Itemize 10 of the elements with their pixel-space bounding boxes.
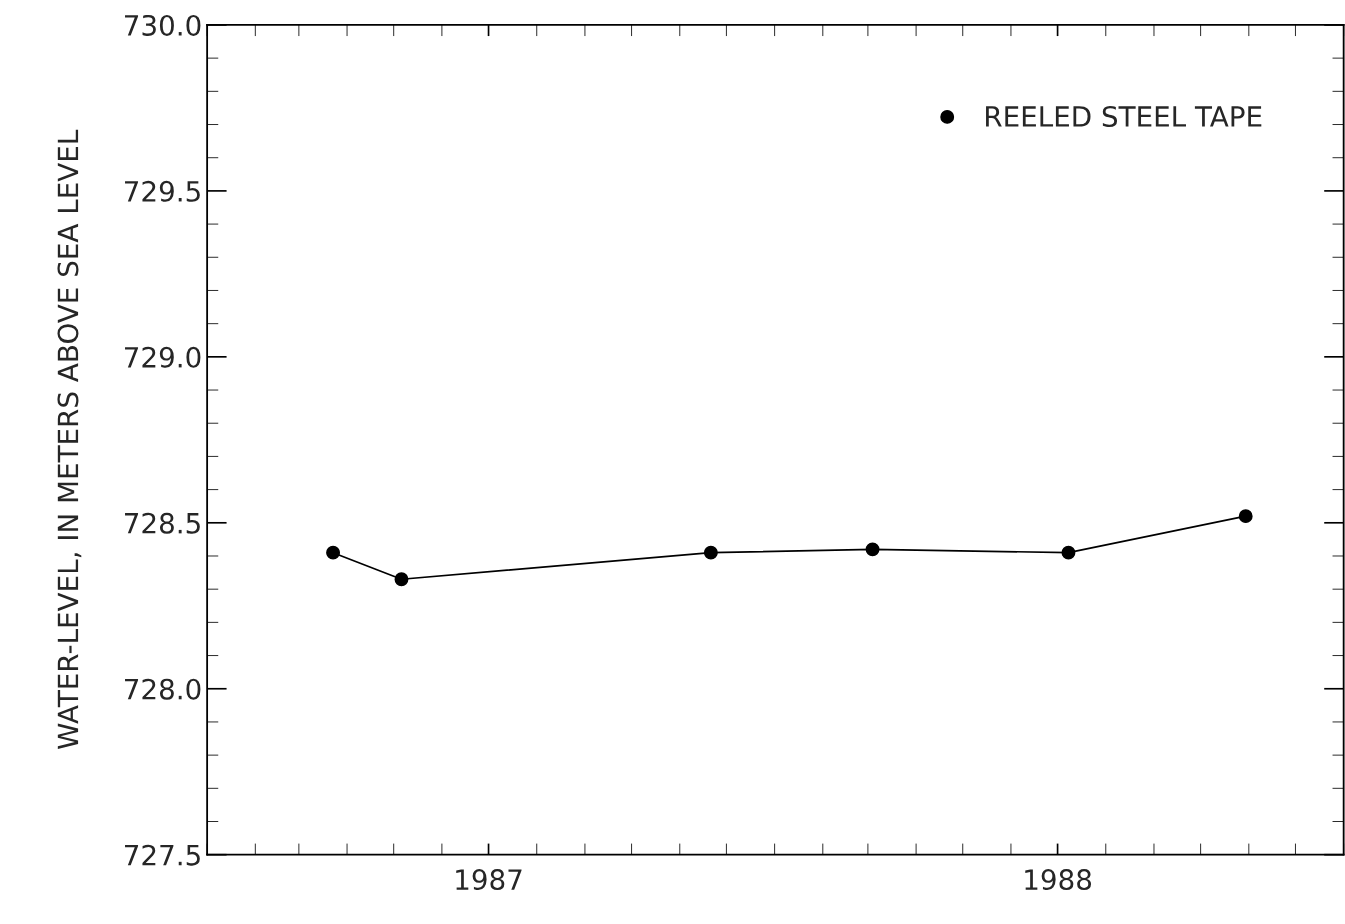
y-axis-title: WATER-LEVEL, IN METERS ABOVE SEA LEVEL <box>57 129 82 750</box>
y-tick-label: 729.5 <box>125 180 200 202</box>
y-tick-label: 730.0 <box>125 14 201 36</box>
y-tick-label: 729.0 <box>125 346 201 368</box>
x-tick-label: 1987 <box>456 869 522 891</box>
legend-label: REELED STEEL TAPE <box>986 105 1262 128</box>
y-tick-label: 727.5 <box>125 844 200 866</box>
x-tick-label: 1988 <box>1025 869 1092 891</box>
y-tick-label: 728.5 <box>125 512 200 534</box>
y-tick-label: 728.0 <box>125 678 201 700</box>
